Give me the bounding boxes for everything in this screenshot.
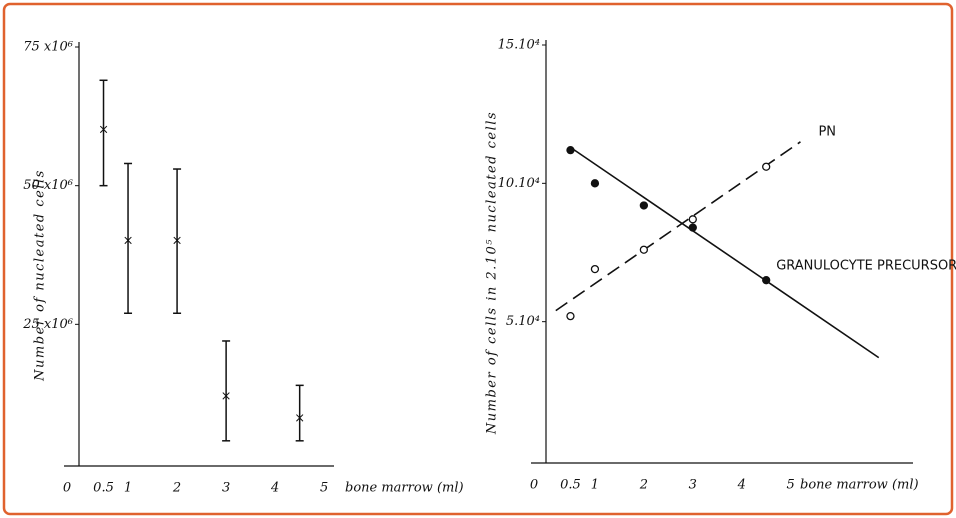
x-tick-label: 4 (737, 478, 746, 493)
y-tick-label: 75 x10⁶ (23, 40, 73, 55)
x-tick-label: 2 (172, 481, 181, 496)
point (590, 264, 600, 274)
x-tick-label: 5 (320, 481, 328, 496)
x-tick-label: 0 (63, 481, 71, 496)
x-tick-label: 0.5 (560, 478, 581, 493)
point-marker: × (172, 234, 183, 249)
x-tick-label: 5 (787, 478, 795, 493)
y-axis-title: Number of cells in 2.10⁵ nucleated cells (485, 111, 500, 435)
point (590, 179, 600, 188)
x-tick-label: 3 (689, 478, 697, 493)
series-label: GRANULOCYTE PRECURSORS (776, 259, 956, 274)
x-tick-label: 0 (530, 478, 538, 493)
x-tick-label: 1 (591, 478, 599, 493)
point (762, 276, 771, 285)
point (639, 245, 649, 254)
x-tick-label: 0.5 (93, 481, 114, 496)
point-marker: × (294, 411, 305, 426)
point-marker: × (221, 389, 232, 404)
series-label: PN (818, 124, 836, 139)
x-tick-label: 2 (639, 478, 648, 493)
point (566, 145, 575, 155)
y-tick-label: 5.10⁴ (506, 314, 540, 329)
point-marker: × (98, 123, 109, 138)
y-axis-title: Number of nucleated cells (33, 169, 48, 382)
fit-line (555, 141, 801, 312)
point (639, 201, 649, 210)
point (566, 311, 575, 321)
y-tick-label: 15.10⁴ (498, 38, 540, 53)
point (688, 215, 697, 224)
point (762, 162, 771, 171)
x-axis-title: bone marrow (ml) (800, 478, 919, 493)
y-tick-label: 50 x10⁶ (23, 178, 73, 193)
x-tick-label: 4 (270, 481, 279, 496)
point (688, 223, 697, 232)
y-tick-label: 10.10⁴ (498, 176, 540, 191)
y-tick-label: 25 x10⁶ (22, 317, 73, 332)
x-tick-label: 3 (222, 481, 230, 496)
x-axis-title: bone marrow (ml) (345, 481, 464, 496)
x-tick-label: 1 (124, 481, 132, 496)
point-marker: × (123, 234, 134, 249)
fit-line (570, 146, 880, 359)
